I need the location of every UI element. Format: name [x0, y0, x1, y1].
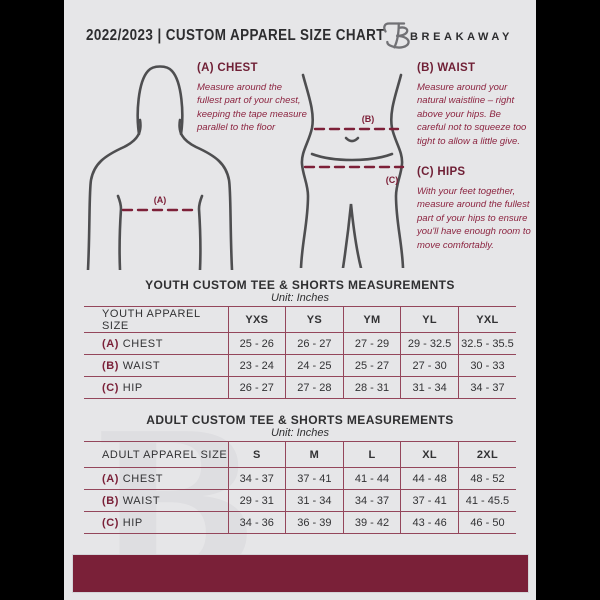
- footer-accent-bar: [72, 554, 529, 593]
- page-title: 2022/2023 | CUSTOM APPAREL SIZE CHART: [86, 27, 442, 45]
- cell-value: 34 - 37: [227, 467, 286, 490]
- row-label: (B) WAIST: [84, 490, 228, 512]
- hips-line-label: (C): [386, 175, 399, 185]
- row-prefix: (A): [102, 472, 120, 485]
- row-prefix: (A): [102, 337, 120, 350]
- cell-value: 34 - 37: [457, 376, 516, 399]
- row-name: WAIST: [122, 359, 161, 372]
- cell-value: 25 - 26: [227, 332, 286, 355]
- cell-value: 36 - 39: [285, 511, 344, 534]
- lower-body-diagram: (B) (C): [299, 73, 405, 268]
- adult-waist-row: (B) WAIST 29 - 31 31 - 34 34 - 37 37 - 4…: [84, 489, 516, 512]
- cell-value: 41 - 44: [342, 467, 401, 490]
- row-name: CHEST: [122, 472, 164, 485]
- waist-instruction-heading: (B) WAIST: [417, 62, 476, 74]
- adult-size-s: S: [227, 441, 286, 468]
- torso-diagram: (A): [86, 65, 234, 270]
- row-label: (C) HIP: [84, 377, 228, 399]
- row-name: HIP: [122, 381, 143, 394]
- page-title-text: 2022/2023 | CUSTOM APPAREL SIZE CHART: [86, 27, 385, 44]
- cell-value: 41 - 45.5: [457, 489, 516, 512]
- adult-chest-row: (A) CHEST 34 - 37 37 - 41 41 - 44 44 - 4…: [84, 467, 516, 490]
- youth-table-title: YOUTH CUSTOM TEE & SHORTS MEASUREMENTS: [145, 278, 455, 292]
- cell-value: 37 - 41: [285, 467, 344, 490]
- youth-size-ys: YS: [285, 306, 344, 333]
- cell-value: 24 - 25: [285, 354, 344, 377]
- row-name: HIP: [122, 516, 143, 529]
- cell-value: 46 - 50: [457, 511, 516, 534]
- row-label: (C) HIP: [84, 512, 228, 534]
- cell-value: 26 - 27: [227, 376, 286, 399]
- adult-table-title: ADULT CUSTOM TEE & SHORTS MEASUREMENTS: [146, 413, 454, 427]
- cell-value: 34 - 36: [227, 511, 286, 534]
- adult-size-m: M: [285, 441, 344, 468]
- hips-instruction-heading: (C) HIPS: [417, 166, 466, 178]
- cell-value: 39 - 42: [342, 511, 401, 534]
- cell-value: 48 - 52: [457, 467, 516, 490]
- cell-value: 28 - 31: [342, 376, 401, 399]
- cell-value: 27 - 29: [342, 332, 401, 355]
- cell-value: 32.5 - 35.5: [457, 332, 516, 355]
- brand-name: BREAKAWAY: [410, 31, 513, 43]
- cell-value: 29 - 32.5: [400, 332, 459, 355]
- youth-chest-row: (A) CHEST 25 - 26 26 - 27 27 - 29 29 - 3…: [84, 332, 516, 355]
- row-name: CHEST: [122, 337, 164, 350]
- adult-table-unit: Unit: Inches: [270, 427, 330, 439]
- youth-size-yxl: YXL: [457, 306, 516, 333]
- cell-value: 37 - 41: [400, 489, 459, 512]
- chest-line-label: (A): [154, 195, 167, 205]
- hips-instruction-text: With your feet together, measure around …: [417, 186, 531, 251]
- youth-hip-row: (C) HIP 26 - 27 27 - 28 28 - 31 31 - 34 …: [84, 376, 516, 399]
- youth-waist-row: (B) WAIST 23 - 24 24 - 25 25 - 27 27 - 3…: [84, 354, 516, 377]
- row-name: WAIST: [122, 494, 161, 507]
- row-prefix: (C): [102, 516, 120, 529]
- cell-value: 30 - 33: [457, 354, 516, 377]
- adult-size-column-header: ADULT APPAREL SIZE: [102, 448, 228, 461]
- adult-size-l: L: [342, 441, 401, 468]
- youth-size-ym: YM: [342, 306, 401, 333]
- cell-value: 29 - 31: [227, 489, 286, 512]
- row-prefix: (C): [102, 381, 120, 394]
- cell-value: 27 - 30: [400, 354, 459, 377]
- cell-value: 27 - 28: [285, 376, 344, 399]
- cell-value: 34 - 37: [342, 489, 401, 512]
- cell-value: 31 - 34: [285, 489, 344, 512]
- adult-size-xl: XL: [400, 441, 459, 468]
- youth-table-header-row: YOUTH APPAREL SIZE YXS YS YM YL YXL: [84, 306, 516, 333]
- waist-line-label: (B): [362, 114, 375, 124]
- cell-value: 43 - 46: [400, 511, 459, 534]
- adult-size-2xl: 2XL: [457, 441, 516, 468]
- chest-instruction-heading: (A) CHEST: [197, 62, 258, 74]
- cell-value: 44 - 48: [400, 467, 459, 490]
- cell-value: 31 - 34: [400, 376, 459, 399]
- row-prefix: (B): [102, 494, 120, 507]
- waist-instruction-text: Measure around your natural waistline – …: [417, 82, 527, 147]
- youth-size-yxs: YXS: [227, 306, 286, 333]
- cell-value: 23 - 24: [227, 354, 286, 377]
- row-label: (B) WAIST: [84, 355, 228, 377]
- cell-value: 26 - 27: [285, 332, 344, 355]
- row-label: (A) CHEST: [84, 468, 228, 490]
- adult-table-header-row: ADULT APPAREL SIZE S M L XL 2XL: [84, 441, 516, 468]
- youth-size-yl: YL: [400, 306, 459, 333]
- row-prefix: (B): [102, 359, 120, 372]
- row-label: (A) CHEST: [84, 333, 228, 355]
- youth-size-column-header: YOUTH APPAREL SIZE: [102, 307, 201, 332]
- breakaway-logo-icon: [383, 22, 410, 49]
- chest-instruction-text: Measure around the fullest part of your …: [197, 82, 307, 134]
- youth-size-table: YOUTH APPAREL SIZE YXS YS YM YL YXL (A) …: [84, 306, 516, 399]
- adult-size-table: ADULT APPAREL SIZE S M L XL 2XL (A) CHES…: [84, 441, 516, 534]
- content-panel: B 2022/2023 | CUSTOM APPAREL SIZE CHART …: [64, 0, 536, 600]
- adult-hip-row: (C) HIP 34 - 36 36 - 39 39 - 42 43 - 46 …: [84, 511, 516, 534]
- cell-value: 25 - 27: [342, 354, 401, 377]
- youth-table-unit: Unit: Inches: [270, 292, 330, 304]
